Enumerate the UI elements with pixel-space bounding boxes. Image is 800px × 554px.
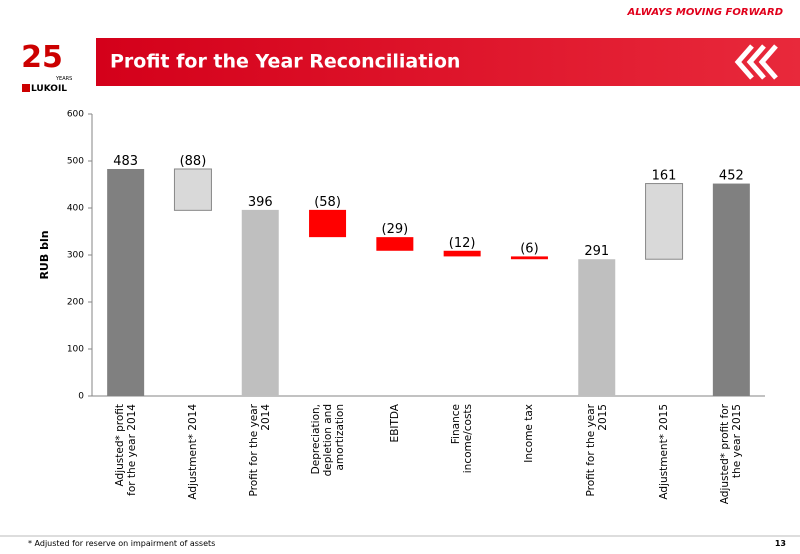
- footnote: * Adjusted for reserve on impairment of …: [28, 539, 215, 548]
- bar: [376, 237, 414, 251]
- logo-number: 25: [21, 40, 63, 75]
- value-label: (6): [520, 241, 538, 256]
- x-tick-label: Profit for the year 2015: [584, 404, 609, 497]
- x-tick-label: Adjusted* profit for the year 2014: [113, 404, 138, 496]
- y-axis-label: RUB bln: [38, 230, 51, 279]
- logo-brand: LUKOIL: [31, 84, 67, 94]
- value-label: 161: [652, 169, 677, 184]
- x-tick-label: EBITDA: [388, 404, 401, 443]
- bar: [645, 183, 684, 260]
- y-tick-label: 100: [67, 345, 84, 355]
- page-number: 13: [775, 539, 786, 548]
- y-tick-label: 600: [67, 110, 84, 120]
- bar: [309, 209, 347, 238]
- title: Profit for the Year Reconciliation: [110, 51, 460, 73]
- y-tick-label: 400: [67, 204, 84, 214]
- value-label: 396: [248, 195, 273, 210]
- value-label: (29): [382, 222, 409, 237]
- header-bar: [96, 38, 800, 86]
- x-tick-label: Income tax: [523, 404, 536, 463]
- slogan: ALWAYS MOVING FORWARD: [627, 7, 784, 18]
- x-tick-label: Finance income/costs: [450, 404, 475, 474]
- x-tick-label: Adjustment* 2014: [186, 404, 199, 500]
- x-tick-label: Profit for the year 2014: [248, 404, 273, 497]
- value-label: 291: [584, 244, 609, 259]
- y-tick-label: 500: [67, 157, 84, 167]
- bar: [712, 183, 750, 396]
- bar: [173, 168, 212, 211]
- bar: [443, 250, 481, 257]
- value-label: 483: [113, 154, 138, 169]
- x-tick-label: Depreciation, depletion and amortization: [309, 404, 346, 477]
- bar: [107, 168, 145, 396]
- value-label: (58): [314, 195, 341, 210]
- x-tick-label: Adjusted* profit for the year 2015: [719, 404, 744, 505]
- logo-years: YEARS: [55, 76, 72, 82]
- bar: [241, 209, 279, 396]
- x-tick-label: Adjustment* 2015: [658, 404, 671, 500]
- y-tick-label: 200: [67, 298, 84, 308]
- bar: [578, 259, 616, 396]
- chevrons: [734, 44, 778, 80]
- value-label: (12): [449, 236, 476, 251]
- value-label: 452: [719, 169, 744, 184]
- bar: [510, 256, 548, 260]
- y-tick-label: 300: [67, 251, 84, 261]
- logo-mark: [22, 84, 30, 92]
- value-label: (88): [180, 154, 207, 169]
- y-tick-label: 0: [78, 392, 84, 402]
